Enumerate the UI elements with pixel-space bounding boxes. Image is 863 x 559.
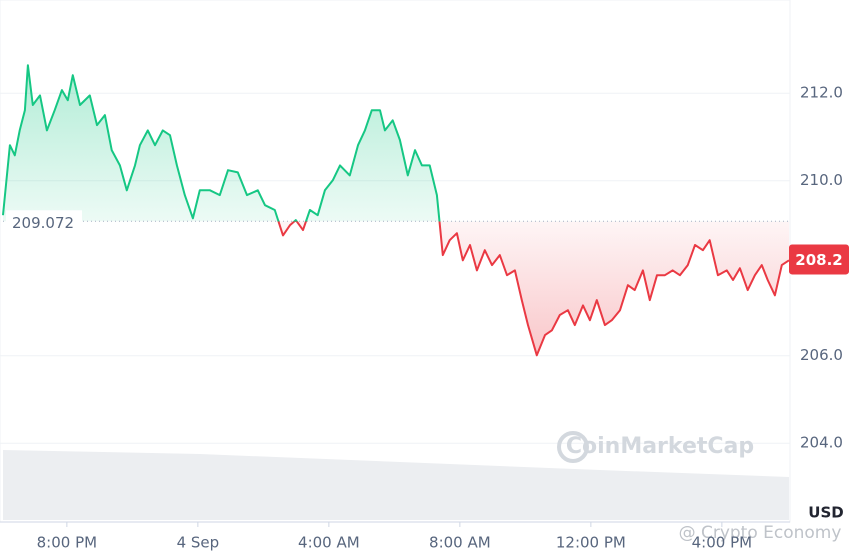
y-tick-label: 210.0 — [800, 171, 843, 189]
x-tick-label: 12:00 PM — [556, 534, 626, 552]
currency-label: USD — [808, 504, 843, 522]
x-tick-label: 8:00 PM — [37, 534, 97, 552]
price-tag — [789, 244, 849, 275]
price-line — [2, 64, 790, 357]
baseline-label: 209.072 — [12, 214, 74, 232]
y-tick-label: 204.0 — [800, 434, 843, 452]
watermark: CoinMarketCap — [566, 434, 754, 459]
watermark-logo — [557, 431, 589, 463]
y-tick-label: 212.0 — [800, 84, 843, 102]
x-tick-label: 8:00 AM — [429, 534, 491, 552]
price-area — [3, 65, 789, 356]
x-tick-label: 4:00 PM — [692, 534, 752, 552]
x-tick-label: 4:00 AM — [298, 534, 360, 552]
y-tick-label: 206.0 — [800, 346, 843, 364]
x-tick-label: 4 Sep — [177, 534, 220, 552]
volume-area — [3, 450, 789, 520]
price-tag-label: 208.2 — [795, 251, 842, 269]
credit: @ Crypto Economy — [679, 523, 842, 543]
baseline-label-bg — [6, 210, 82, 233]
